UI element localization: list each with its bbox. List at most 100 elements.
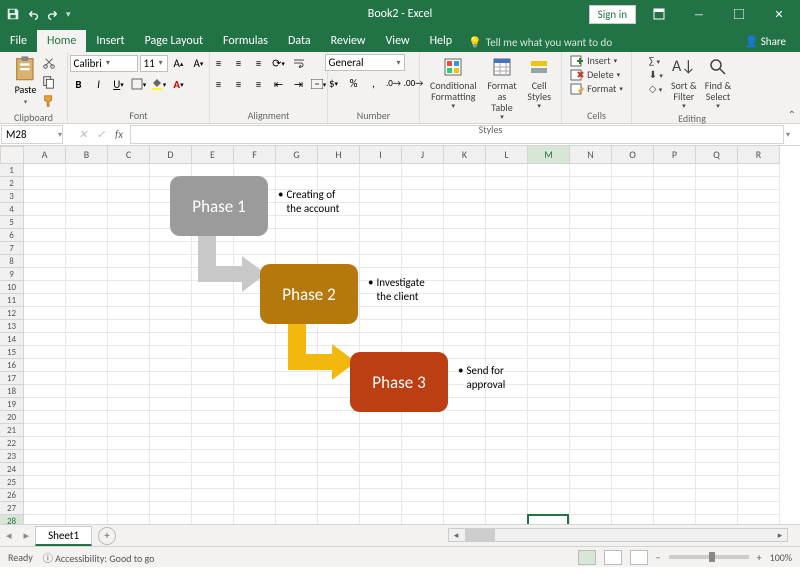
fill-color-button[interactable]: ▾ — [150, 75, 168, 93]
cell[interactable] — [402, 411, 444, 424]
cell[interactable] — [66, 489, 108, 502]
cell[interactable] — [444, 294, 486, 307]
cell[interactable] — [234, 515, 276, 524]
cell[interactable] — [738, 411, 780, 424]
cell[interactable] — [108, 437, 150, 450]
cell[interactable] — [192, 424, 234, 437]
cell[interactable] — [738, 242, 780, 255]
cell[interactable] — [318, 489, 360, 502]
row-header[interactable]: 23 — [0, 450, 24, 463]
clear-button[interactable]: ◇ ▾ — [649, 82, 663, 95]
column-header[interactable]: A — [24, 146, 66, 164]
cell[interactable] — [528, 268, 570, 281]
autosum-button[interactable]: ∑ ▾ — [649, 54, 663, 67]
cell[interactable] — [24, 450, 66, 463]
row-header[interactable]: 8 — [0, 255, 24, 268]
cell[interactable] — [696, 372, 738, 385]
cell[interactable] — [150, 307, 192, 320]
cell[interactable] — [66, 463, 108, 476]
wrap-text-button[interactable] — [290, 54, 308, 72]
orientation-icon[interactable]: ⟳▾ — [270, 54, 288, 72]
increase-font-icon[interactable]: A▴ — [170, 54, 188, 72]
row-header[interactable]: 9 — [0, 268, 24, 281]
cell[interactable] — [696, 463, 738, 476]
cell[interactable] — [318, 502, 360, 515]
smartart-node[interactable]: Phase 2 — [260, 264, 358, 324]
cell[interactable] — [24, 242, 66, 255]
cell[interactable] — [318, 229, 360, 242]
cell[interactable] — [150, 242, 192, 255]
cell[interactable] — [612, 359, 654, 372]
cell[interactable] — [654, 177, 696, 190]
column-header[interactable]: F — [234, 146, 276, 164]
cell[interactable] — [108, 320, 150, 333]
cell[interactable] — [66, 242, 108, 255]
column-header[interactable]: L — [486, 146, 528, 164]
signin-button[interactable]: Sign in — [589, 5, 636, 24]
row-header[interactable]: 5 — [0, 216, 24, 229]
cell[interactable] — [654, 502, 696, 515]
cell[interactable] — [234, 463, 276, 476]
cell[interactable] — [402, 463, 444, 476]
cell[interactable] — [654, 216, 696, 229]
zoom-out-button[interactable]: − — [656, 551, 661, 564]
row-header[interactable]: 26 — [0, 489, 24, 502]
cell[interactable] — [486, 307, 528, 320]
cell[interactable] — [528, 463, 570, 476]
column-header[interactable]: N — [570, 146, 612, 164]
cell[interactable] — [696, 398, 738, 411]
cell[interactable] — [570, 346, 612, 359]
percent-button[interactable]: % — [345, 74, 363, 92]
cell[interactable] — [24, 437, 66, 450]
cell[interactable] — [696, 411, 738, 424]
cell[interactable] — [318, 476, 360, 489]
zoom-slider[interactable] — [669, 555, 749, 559]
column-header[interactable]: M — [528, 146, 570, 164]
cell[interactable] — [612, 190, 654, 203]
cell[interactable] — [234, 372, 276, 385]
cell[interactable] — [612, 437, 654, 450]
cell[interactable] — [66, 203, 108, 216]
cell[interactable] — [402, 203, 444, 216]
cell[interactable] — [738, 385, 780, 398]
cell[interactable] — [66, 359, 108, 372]
cell[interactable] — [570, 424, 612, 437]
row-header[interactable]: 25 — [0, 476, 24, 489]
cell[interactable] — [150, 398, 192, 411]
cell[interactable] — [654, 476, 696, 489]
cell[interactable] — [234, 398, 276, 411]
enter-icon[interactable]: ✓ — [92, 124, 110, 145]
zoom-in-button[interactable]: + — [757, 551, 762, 564]
cell[interactable] — [24, 320, 66, 333]
row-header[interactable]: 19 — [0, 398, 24, 411]
column-header[interactable]: R — [738, 146, 780, 164]
italic-button[interactable]: I — [90, 75, 108, 93]
cell[interactable] — [150, 346, 192, 359]
cell[interactable] — [360, 463, 402, 476]
cell[interactable] — [150, 515, 192, 524]
select-all-corner[interactable] — [0, 146, 24, 164]
cell[interactable] — [150, 255, 192, 268]
cell[interactable] — [108, 372, 150, 385]
column-header[interactable]: J — [402, 146, 444, 164]
cell[interactable] — [360, 515, 402, 524]
cell[interactable] — [612, 476, 654, 489]
cell[interactable] — [444, 229, 486, 242]
ribbon-display-icon[interactable] — [642, 0, 676, 28]
cell[interactable] — [24, 281, 66, 294]
cell[interactable] — [360, 229, 402, 242]
page-break-view-button[interactable] — [630, 550, 648, 565]
accessibility-status[interactable]: ⓘ Accessibility: Good to go — [43, 550, 155, 565]
cell[interactable] — [570, 203, 612, 216]
cell[interactable] — [318, 424, 360, 437]
cell[interactable] — [570, 294, 612, 307]
row-header[interactable]: 12 — [0, 307, 24, 320]
cell[interactable] — [108, 515, 150, 524]
cell[interactable] — [192, 294, 234, 307]
cell[interactable] — [738, 281, 780, 294]
cell[interactable] — [402, 320, 444, 333]
cell[interactable] — [570, 268, 612, 281]
cell[interactable] — [528, 294, 570, 307]
page-layout-view-button[interactable] — [604, 550, 622, 565]
cell[interactable] — [66, 372, 108, 385]
